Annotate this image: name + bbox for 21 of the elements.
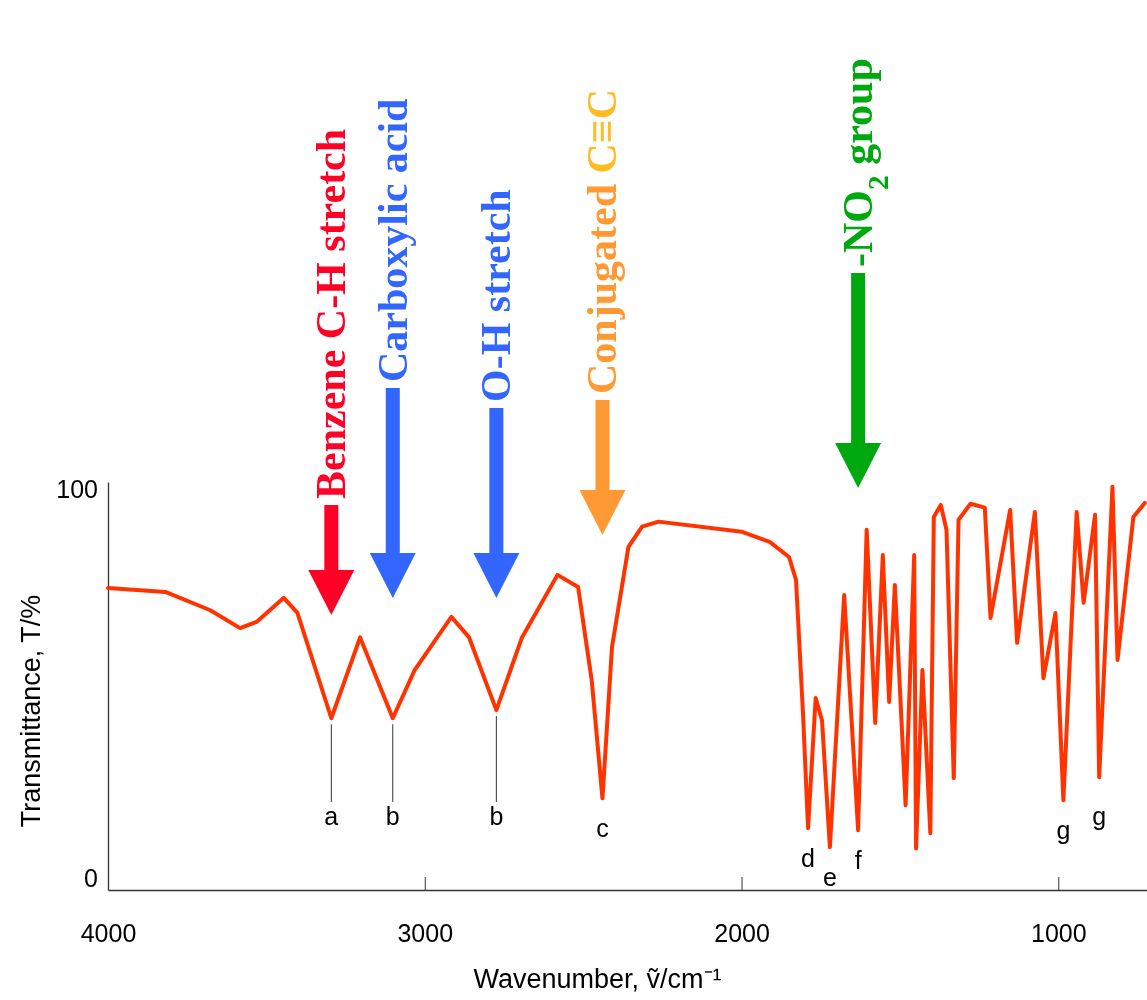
annotation: b <box>489 801 504 830</box>
annotation: d <box>801 843 816 872</box>
annotation: c <box>596 813 609 842</box>
y-axis-title: Transmittance, T/% <box>16 594 46 828</box>
annotation: f <box>854 845 862 874</box>
text: Carboxylic acid <box>369 98 416 382</box>
x-tick-label: 3000 <box>397 918 454 947</box>
x-tick-label: 1000 <box>1030 918 1087 947</box>
x-axis-title: Wavenumber, ṽ/cm⁻¹ <box>473 964 722 994</box>
x-tick-label: 4000 <box>80 918 137 947</box>
y-tick-label: 100 <box>56 475 98 504</box>
annotation: a <box>324 801 339 830</box>
annotation: g <box>1056 815 1071 844</box>
annotation: g <box>1092 801 1107 830</box>
annotation: Benzene C-H stretch <box>308 128 355 499</box>
text: Conjugated C≡C <box>579 88 626 394</box>
annotation: e <box>822 862 837 891</box>
text: O-H stretch <box>473 189 520 402</box>
x-tick-label: 2000 <box>714 918 770 947</box>
y-tick-label: 0 <box>84 863 98 892</box>
annotation: b <box>385 801 400 830</box>
